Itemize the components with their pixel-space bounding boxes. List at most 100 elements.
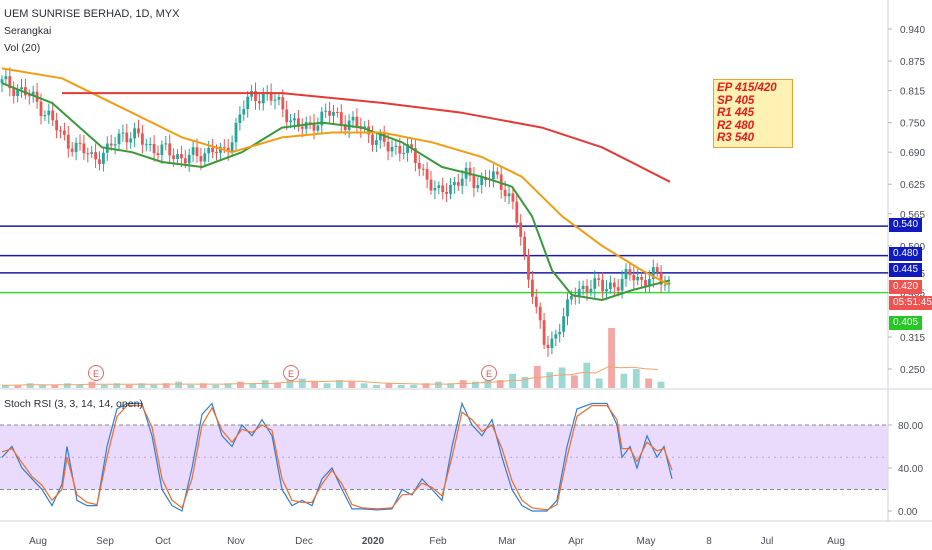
y-tick-label: 0.690 xyxy=(900,148,925,159)
candle-body xyxy=(562,316,565,332)
candle-body xyxy=(300,126,304,129)
candle-body xyxy=(624,269,628,279)
candle-body xyxy=(460,178,464,186)
volume-bar xyxy=(583,362,591,388)
trade-plan-note[interactable]: EP 415/420 SP 405 R1 445 R2 480 R3 540 xyxy=(713,79,793,148)
candle-body xyxy=(472,175,476,189)
candle-body xyxy=(12,88,16,97)
candle-body xyxy=(180,154,183,159)
indicator-label-volume[interactable]: Vol (20) xyxy=(4,42,41,54)
price-tag-480: 0.480 xyxy=(889,247,923,261)
candle-body xyxy=(4,76,8,80)
candle-body xyxy=(612,282,616,288)
x-tick-label: Aug xyxy=(29,536,47,547)
volume-bar xyxy=(26,383,34,388)
candle-body xyxy=(355,116,359,127)
y-tick-label: 0.625 xyxy=(900,180,925,191)
volume-bar xyxy=(422,383,430,388)
volume-bar xyxy=(138,383,145,388)
candle-body xyxy=(133,128,136,139)
candle-body xyxy=(570,296,573,300)
volume-bar xyxy=(51,384,59,388)
candle-body xyxy=(511,193,515,202)
candle-body xyxy=(39,101,43,117)
volume-bar xyxy=(323,383,331,388)
volume-bar xyxy=(311,381,319,388)
candle-body xyxy=(437,185,441,189)
x-tick-label: Feb xyxy=(429,536,447,547)
candle-body xyxy=(258,101,261,104)
price-tag-405: 0.405 xyxy=(889,316,923,330)
candle-body xyxy=(445,192,448,194)
candle-body xyxy=(417,162,421,169)
candle-body xyxy=(293,118,296,121)
stoch-rsi-label[interactable]: Stoch RSI (3, 3, 14, 14, open) xyxy=(4,398,143,410)
candle-body xyxy=(620,278,624,291)
candle-body xyxy=(51,110,55,121)
volume-bar xyxy=(533,365,541,388)
candle-body xyxy=(183,158,187,164)
candle-body xyxy=(121,132,125,134)
candle-body xyxy=(164,143,168,145)
candle-body xyxy=(640,276,643,280)
volume-ma-line xyxy=(2,366,658,386)
volume-bar xyxy=(162,383,170,388)
y-tick-label: 0.750 xyxy=(900,119,925,130)
stoch-line-k xyxy=(1,401,673,512)
candle-body xyxy=(261,92,265,104)
candle-body xyxy=(125,132,129,143)
volume-bar xyxy=(100,384,108,388)
note-r1: R1 445 xyxy=(717,107,755,119)
candle-body xyxy=(519,222,523,237)
volume-bar xyxy=(150,384,158,388)
candle-body xyxy=(332,112,335,116)
ma-line-mid xyxy=(1,67,671,287)
stoch-tick-label: 80.00 xyxy=(898,421,923,432)
candle-body xyxy=(632,274,636,281)
candle-body xyxy=(156,153,160,156)
ma-line-fast xyxy=(1,82,671,301)
volume-bar xyxy=(224,383,232,388)
candle-body xyxy=(297,118,300,127)
candle-body xyxy=(663,284,667,286)
candle-body xyxy=(0,79,4,84)
volume-bar xyxy=(546,372,554,388)
candle-body xyxy=(63,130,66,135)
indicator-label-serangkai[interactable]: Serangkai xyxy=(4,25,52,37)
volume-bar xyxy=(175,381,182,388)
candle-body xyxy=(254,91,257,102)
candle-body xyxy=(550,338,554,349)
candle-body xyxy=(199,156,203,162)
volume-bar xyxy=(14,384,22,388)
y-tick-label: 0.405 xyxy=(900,289,925,300)
candle-body xyxy=(648,279,651,286)
countdown-tag: 05:51:45 xyxy=(889,296,932,310)
x-tick-label: Dec xyxy=(295,536,313,547)
price-tag-last: 0.420 xyxy=(889,280,923,294)
volume-bar xyxy=(459,380,467,388)
candle-body xyxy=(558,331,562,335)
candle-body xyxy=(554,334,558,339)
earnings-marker: E xyxy=(93,369,99,379)
candle-body xyxy=(207,147,211,154)
candle-body xyxy=(74,142,78,152)
earnings-marker: E xyxy=(288,369,294,379)
price-tag-540: 0.540 xyxy=(889,218,923,232)
x-tick-label: May xyxy=(637,536,656,547)
y-tick-label: 0.250 xyxy=(900,365,925,376)
candle-body xyxy=(601,279,604,292)
candle-body xyxy=(219,146,222,153)
candle-body xyxy=(187,154,191,164)
candle-body xyxy=(86,153,90,155)
candle-body xyxy=(378,133,382,141)
candle-body xyxy=(316,125,320,131)
candle-body xyxy=(222,146,226,148)
y-tick-label: 0.940 xyxy=(900,25,925,36)
x-tick-label: Apr xyxy=(568,536,584,547)
candle-body xyxy=(20,87,23,90)
candle-body xyxy=(343,124,347,131)
y-tick-label: 0.565 xyxy=(900,210,925,221)
volume-bar xyxy=(2,384,9,388)
volume-bar xyxy=(212,384,220,388)
note-stop: SP 405 xyxy=(717,94,755,107)
